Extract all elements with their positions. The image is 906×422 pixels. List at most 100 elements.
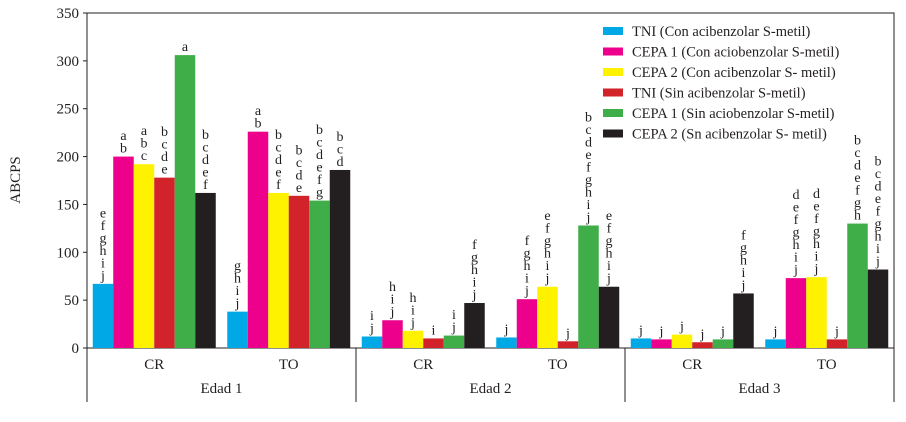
bar xyxy=(195,192,216,348)
letter: c xyxy=(202,140,208,155)
legend-label: TNI (Con acibenzolar S-metil) xyxy=(632,24,811,40)
letter: j xyxy=(741,278,746,293)
significance-label: i xyxy=(432,323,436,338)
bar xyxy=(227,311,248,348)
letter: i xyxy=(452,308,456,323)
letter: i xyxy=(391,293,395,308)
y-tick-label: 150 xyxy=(57,197,80,213)
bar xyxy=(174,55,196,348)
letter: d xyxy=(202,153,209,168)
letter: e xyxy=(161,163,167,178)
y-tick-label: 200 xyxy=(57,150,80,166)
bar xyxy=(464,303,485,348)
bar xyxy=(443,335,465,348)
letter: b xyxy=(296,143,303,158)
bar xyxy=(329,169,351,348)
letter: g xyxy=(100,231,107,246)
letter: i xyxy=(794,251,798,266)
letter: e xyxy=(875,192,881,207)
letter: i xyxy=(587,198,591,213)
letter: j xyxy=(472,288,477,303)
letter: a xyxy=(141,124,148,139)
letter: d xyxy=(316,148,323,163)
bar xyxy=(598,286,620,348)
letter: h xyxy=(740,253,747,268)
legend-swatch xyxy=(603,47,623,56)
significance-label: j xyxy=(700,327,705,342)
bar xyxy=(516,299,538,348)
significance-label: j xyxy=(504,322,509,337)
letter: d xyxy=(793,188,800,203)
letter: d xyxy=(854,159,861,174)
letter: j xyxy=(235,297,240,312)
bar xyxy=(113,156,134,348)
y-tick-label: 50 xyxy=(64,293,79,309)
y-tick-label: 0 xyxy=(72,341,80,357)
letter: b xyxy=(316,123,323,138)
bar xyxy=(133,164,155,348)
letter: c xyxy=(854,146,860,161)
significance-label: j xyxy=(720,324,725,339)
letter: c xyxy=(875,167,881,182)
letter: j xyxy=(390,305,395,320)
letter: f xyxy=(607,222,612,237)
letter: d xyxy=(585,135,592,150)
letter: j xyxy=(586,210,591,225)
y-axis-label: ABCPS xyxy=(8,156,24,204)
letter: i xyxy=(370,309,374,324)
letter: g xyxy=(471,251,478,266)
letter: i xyxy=(815,250,819,265)
letter: i xyxy=(876,242,880,257)
bar xyxy=(309,200,330,348)
legend-label: CEPA 2 (Con acibenzolar S- metil) xyxy=(632,65,836,81)
letter: j xyxy=(524,284,529,299)
letter: b xyxy=(854,134,861,149)
letter: g xyxy=(740,241,747,256)
letter: g xyxy=(524,247,531,262)
letter: e xyxy=(585,148,591,163)
bar xyxy=(651,339,672,348)
significance-label: j xyxy=(773,324,778,339)
letter: g xyxy=(606,234,613,249)
letter: h xyxy=(389,280,396,295)
letter: h xyxy=(471,263,478,278)
letter: g xyxy=(854,196,861,211)
bar xyxy=(557,341,579,348)
letter: g xyxy=(234,259,241,274)
letter: e xyxy=(854,171,860,186)
letter: i xyxy=(473,276,477,291)
bar xyxy=(247,131,269,348)
letter: h xyxy=(854,209,861,224)
letter: h xyxy=(100,244,107,259)
letter: e xyxy=(202,165,208,180)
significance-label: j xyxy=(659,324,664,339)
letter: c xyxy=(337,142,343,157)
y-tick-label: 250 xyxy=(57,102,80,118)
letter: g xyxy=(316,186,323,201)
letter: j xyxy=(679,320,684,335)
letter: e xyxy=(100,206,106,221)
bar xyxy=(692,342,713,348)
letter: g xyxy=(875,217,882,232)
letter: h xyxy=(410,291,417,306)
letter: i xyxy=(411,303,415,318)
letter: e xyxy=(544,209,550,224)
legend-label: CEPA 2 (Sn acibenzolar S- metil) xyxy=(632,127,827,143)
bar xyxy=(630,338,652,348)
group-label: Edad 3 xyxy=(738,381,780,397)
bar xyxy=(785,278,807,348)
letter: f xyxy=(794,213,799,228)
letter: j xyxy=(875,255,880,270)
letter: g xyxy=(813,225,820,240)
letter: g xyxy=(544,234,551,249)
letter: f xyxy=(101,219,106,234)
